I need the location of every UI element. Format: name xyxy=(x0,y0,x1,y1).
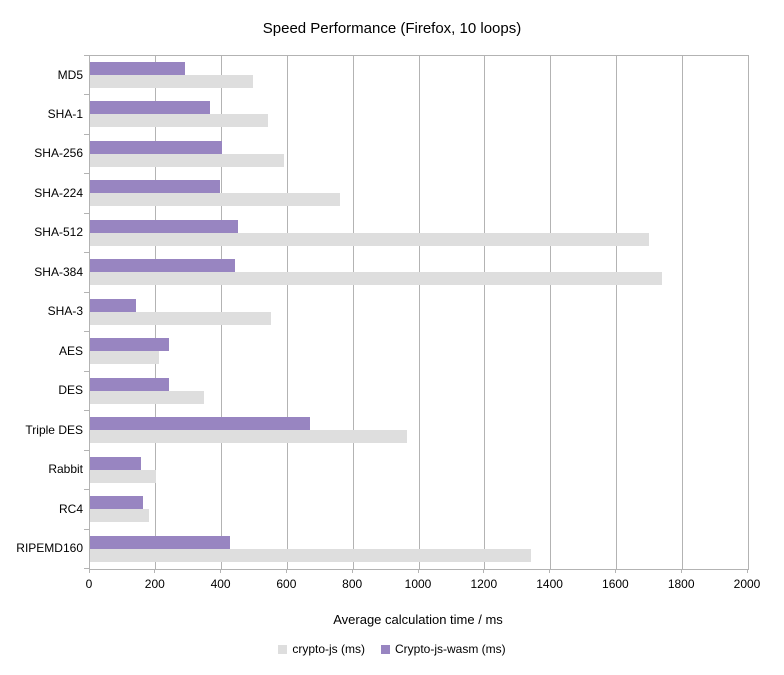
bar-crypto-js-ms xyxy=(90,548,531,562)
x-axis-tick xyxy=(220,569,222,573)
legend-label: Crypto-js-wasm (ms) xyxy=(395,642,506,656)
y-axis-tick xyxy=(84,134,89,135)
bar-crypto-js-wasm-ms xyxy=(90,180,220,194)
bar-crypto-js-ms xyxy=(90,430,408,444)
x-axis-tick-label: 1200 xyxy=(470,577,498,591)
y-axis-tick xyxy=(84,450,89,451)
gridline xyxy=(484,56,486,569)
x-axis-tick xyxy=(351,569,353,573)
bar-crypto-js-wasm-ms xyxy=(90,535,230,549)
category-label: SHA-384 xyxy=(34,264,83,279)
x-axis-tick xyxy=(746,569,748,573)
x-axis-tick-label: 2000 xyxy=(733,577,761,591)
category-label: SHA-512 xyxy=(34,225,83,240)
category-label: DES xyxy=(58,383,83,398)
x-axis-tick-label: 0 xyxy=(85,577,93,591)
category-label: Triple DES xyxy=(25,422,83,437)
y-axis-tick xyxy=(84,292,89,293)
legend: crypto-js (ms) Crypto-js-wasm (ms) xyxy=(0,642,784,656)
category-label: Rabbit xyxy=(48,462,83,477)
bar-crypto-js-ms xyxy=(90,75,253,88)
x-axis-tick-label: 1000 xyxy=(404,577,432,591)
gridline xyxy=(418,56,420,569)
bar-crypto-js-ms xyxy=(90,272,663,286)
y-axis-tick xyxy=(84,94,89,95)
bar-crypto-js-ms xyxy=(90,469,156,483)
category-label: MD5 xyxy=(57,67,83,82)
x-axis-tick xyxy=(483,569,485,573)
category-label: SHA-224 xyxy=(34,185,83,200)
bar-crypto-js-wasm-ms xyxy=(90,259,235,273)
legend-swatch xyxy=(278,644,288,654)
gridline xyxy=(681,56,683,569)
category-label: SHA-256 xyxy=(34,146,83,161)
x-axis-title: Average calculation time / ms xyxy=(333,612,503,627)
x-axis-tick xyxy=(549,569,551,573)
x-axis-tick-label: 1800 xyxy=(667,577,695,591)
gridline xyxy=(352,56,354,569)
x-axis-tick xyxy=(154,569,156,573)
category-label: RIPEMD160 xyxy=(16,541,83,556)
bar-crypto-js-wasm-ms xyxy=(90,377,169,391)
bar-crypto-js-ms xyxy=(90,351,160,365)
category-label: SHA-1 xyxy=(47,106,83,121)
y-axis-tick xyxy=(84,568,89,569)
gridline xyxy=(286,56,288,569)
chart-title: Speed Performance (Firefox, 10 loops) xyxy=(262,20,522,37)
bar-crypto-js-ms xyxy=(90,232,650,246)
bar-crypto-js-ms xyxy=(90,509,150,523)
bar-crypto-js-ms xyxy=(90,153,285,167)
gridline xyxy=(550,56,552,569)
x-axis-tick-label: 400 xyxy=(210,577,231,591)
bar-crypto-js-wasm-ms xyxy=(90,496,143,510)
bar-crypto-js-wasm-ms xyxy=(90,298,137,312)
bar-crypto-js-wasm-ms xyxy=(90,62,186,75)
legend-item: Crypto-js-wasm (ms) xyxy=(381,642,506,656)
category-label: SHA-3 xyxy=(47,304,83,319)
x-axis-tick-label: 1600 xyxy=(602,577,629,591)
bar-crypto-js-ms xyxy=(90,114,268,128)
x-axis-tick xyxy=(88,569,90,573)
x-axis-tick-label: 1400 xyxy=(536,577,563,591)
bar-crypto-js-wasm-ms xyxy=(90,456,141,470)
x-axis: 0 200 400 600 800 1000 1200 1400 1600 1800 2000 xyxy=(86,569,760,599)
bar-crypto-js-wasm-ms xyxy=(90,338,169,352)
y-axis-tick xyxy=(84,331,89,332)
bar-crypto-js-wasm-ms xyxy=(90,101,211,115)
bar-crypto-js-wasm-ms xyxy=(90,417,311,431)
y-axis-tick xyxy=(84,489,89,490)
bar-crypto-js-ms xyxy=(90,311,271,325)
bar-crypto-js-wasm-ms xyxy=(90,140,222,154)
y-axis-tick xyxy=(84,173,89,174)
y-axis-tick xyxy=(84,213,89,214)
bar-crypto-js-ms xyxy=(90,390,204,404)
x-axis-tick xyxy=(680,569,682,573)
y-axis-labels: MD5 SHA-1 SHA-256 SHA-224 SHA-512 SHA-384 SHA-… xyxy=(0,55,83,568)
y-axis-tick xyxy=(84,55,89,56)
x-axis-tick xyxy=(417,569,419,573)
legend-swatch xyxy=(381,644,390,654)
legend-item: crypto-js (ms) xyxy=(278,642,365,656)
x-axis-tick-label: 800 xyxy=(342,577,363,591)
plot-area xyxy=(89,55,749,570)
bar-crypto-js-wasm-ms xyxy=(90,219,239,233)
y-axis-tick xyxy=(84,529,89,530)
x-axis-tick xyxy=(614,569,616,573)
x-axis-tick-label: 600 xyxy=(276,577,297,591)
bar-crypto-js-ms xyxy=(90,193,341,207)
y-axis-tick xyxy=(84,410,89,411)
category-label: AES xyxy=(58,343,83,358)
y-axis-tick xyxy=(84,252,89,253)
gridline xyxy=(615,56,617,569)
x-axis-tick xyxy=(285,569,287,573)
x-axis-tick-label: 200 xyxy=(144,577,165,591)
y-axis-tick xyxy=(84,371,89,372)
category-label: RC4 xyxy=(58,501,83,516)
legend-label: crypto-js (ms) xyxy=(292,642,365,656)
